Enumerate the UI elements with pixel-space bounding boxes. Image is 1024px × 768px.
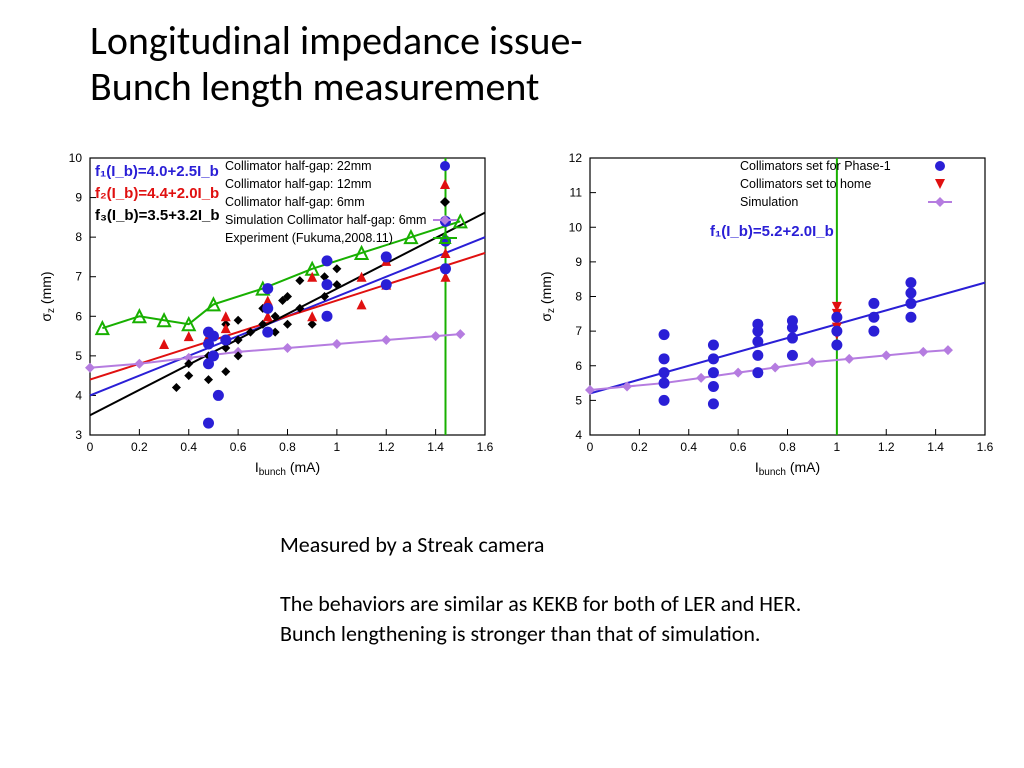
svg-text:4: 4 (75, 388, 82, 402)
slide-title: Longitudinal impedance issue- Bunch leng… (90, 18, 583, 110)
svg-text:10: 10 (569, 220, 583, 234)
svg-text:0.6: 0.6 (230, 440, 247, 454)
svg-text:0.2: 0.2 (631, 440, 648, 454)
svg-text:Collimators set to home: Collimators set to home (740, 177, 871, 191)
svg-text:5: 5 (575, 393, 582, 407)
svg-text:Ibunch (mA): Ibunch (mA) (755, 459, 820, 478)
svg-text:0.8: 0.8 (779, 440, 796, 454)
svg-text:σz (mm): σz (mm) (38, 271, 57, 321)
svg-text:0.2: 0.2 (131, 440, 148, 454)
svg-text:Simulation Collimator half-gap: Simulation Collimator half-gap: 6mm (225, 213, 426, 227)
svg-text:Experiment (Fukuma,2008.11): Experiment (Fukuma,2008.11) (225, 231, 393, 245)
caption-line-2: The behaviors are similar as KEKB for bo… (280, 589, 960, 619)
svg-text:0.4: 0.4 (180, 440, 197, 454)
svg-text:1.4: 1.4 (427, 440, 444, 454)
svg-text:5: 5 (75, 349, 82, 363)
svg-text:Simulation: Simulation (740, 195, 798, 209)
svg-text:f₃(I_b)=3.5+3.2I_b: f₃(I_b)=3.5+3.2I_b (95, 207, 220, 224)
svg-text:f₁(I_b)=4.0+2.5I_b: f₁(I_b)=4.0+2.5I_b (95, 163, 219, 180)
svg-text:7: 7 (575, 324, 582, 338)
svg-text:12: 12 (569, 151, 583, 165)
svg-text:Collimators set for Phase-1: Collimators set for Phase-1 (740, 159, 891, 173)
svg-text:10: 10 (69, 151, 83, 165)
svg-text:8: 8 (75, 230, 82, 244)
svg-text:1.2: 1.2 (878, 440, 895, 454)
svg-text:6: 6 (75, 309, 82, 323)
svg-text:7: 7 (75, 270, 82, 284)
svg-text:0: 0 (587, 440, 594, 454)
svg-text:3: 3 (75, 428, 82, 442)
svg-text:1.4: 1.4 (927, 440, 944, 454)
svg-text:Collimator half-gap: 12mm: Collimator half-gap: 12mm (225, 177, 372, 191)
caption-line-1: Measured by a Streak camera (280, 530, 960, 560)
svg-text:f₂(I_b)=4.4+2.0I_b: f₂(I_b)=4.4+2.0I_b (95, 185, 219, 202)
svg-text:9: 9 (575, 255, 582, 269)
title-line-2: Bunch length measurement (90, 62, 539, 111)
svg-text:f₁(I_b)=5.2+2.0I_b: f₁(I_b)=5.2+2.0I_b (710, 223, 834, 240)
caption-block: Measured by a Streak camera The behavior… (280, 530, 960, 649)
svg-text:1: 1 (334, 440, 341, 454)
chart-right: 0 0.2 0.4 0.6 0.8 1 1.2 1.4 1.6 4 5 6 7 8 9 10 11 12 Ibunc… (535, 150, 995, 485)
svg-text:4: 4 (575, 428, 582, 442)
svg-text:8: 8 (575, 290, 582, 304)
svg-text:0.4: 0.4 (680, 440, 697, 454)
charts-row: 00.20.40.60.811.21.41.6345678910Ibunch (… (35, 150, 995, 485)
svg-text:σz (mm): σz (mm) (538, 271, 557, 321)
svg-text:0: 0 (87, 440, 94, 454)
svg-text:Ibunch (mA): Ibunch (mA) (255, 459, 320, 478)
caption-line-3: Bunch lengthening is stronger than that … (280, 619, 960, 649)
svg-text:0.8: 0.8 (279, 440, 296, 454)
svg-text:1: 1 (834, 440, 841, 454)
svg-text:1.6: 1.6 (977, 440, 994, 454)
svg-text:6: 6 (575, 359, 582, 373)
svg-text:0.6: 0.6 (730, 440, 747, 454)
svg-text:11: 11 (570, 186, 583, 200)
svg-text:Collimator half-gap: 22mm: Collimator half-gap: 22mm (225, 159, 372, 173)
chart-left: 0 0.2 0.4 0.6 0.8 1 1.2 1.4 1.6 3 4 5 6 7 8 9 10 Ibunch (… (35, 150, 495, 485)
svg-text:1.6: 1.6 (477, 440, 494, 454)
svg-text:9: 9 (75, 191, 82, 205)
svg-text:1.2: 1.2 (378, 440, 395, 454)
title-line-1: Longitudinal impedance issue- (90, 16, 583, 65)
svg-text:Collimator half-gap: 6mm: Collimator half-gap: 6mm (225, 195, 365, 209)
